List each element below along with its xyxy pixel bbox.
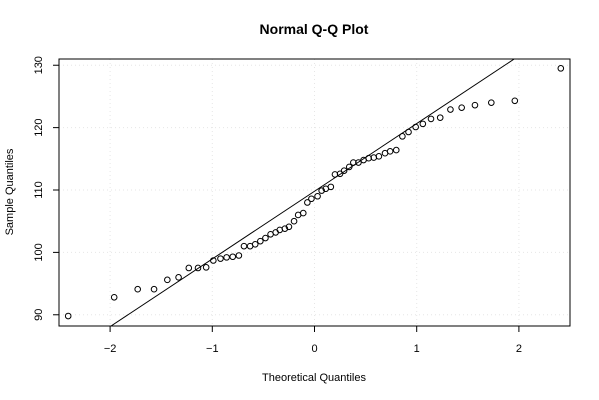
data-point xyxy=(210,257,217,264)
data-point xyxy=(412,123,419,131)
y-tick-label: 100 xyxy=(33,243,45,261)
x-tick-label: 2 xyxy=(516,343,522,355)
y-tick-label: 120 xyxy=(33,118,45,136)
data-point xyxy=(392,146,400,154)
data-point xyxy=(64,312,72,320)
x-axis: −2 −1 0 1 2 xyxy=(104,326,522,355)
data-point xyxy=(262,234,269,242)
x-tick-label: 0 xyxy=(311,343,317,355)
data-point xyxy=(399,133,406,140)
y-tick-label: 90 xyxy=(33,309,45,321)
x-tick-label: 1 xyxy=(414,343,420,355)
data-point xyxy=(386,148,394,155)
data-point xyxy=(447,106,454,113)
data-point xyxy=(281,225,289,232)
data-point xyxy=(488,99,495,106)
y-axis-label: Sample Quantiles xyxy=(4,148,16,235)
data-point xyxy=(164,276,171,284)
data-point xyxy=(110,294,118,301)
data-point xyxy=(150,285,158,293)
data-point xyxy=(257,237,264,245)
data-point xyxy=(318,187,325,194)
data-point xyxy=(511,97,519,105)
data-point xyxy=(223,254,230,261)
data-point xyxy=(308,195,315,203)
data-point xyxy=(290,217,298,225)
data-point xyxy=(304,199,311,206)
data-point xyxy=(340,167,348,174)
data-point xyxy=(185,264,193,272)
data-point xyxy=(375,153,383,160)
data-point xyxy=(336,170,344,178)
x-tick-label: −2 xyxy=(104,343,117,355)
data-point xyxy=(458,104,465,111)
data-point xyxy=(240,242,248,250)
data-point xyxy=(355,159,362,166)
data-point xyxy=(229,253,237,261)
data-point xyxy=(327,183,335,191)
data-point xyxy=(194,264,202,272)
data-point xyxy=(217,255,224,262)
data-point xyxy=(471,101,479,109)
data-point xyxy=(285,223,293,231)
reference-line-group xyxy=(110,58,515,327)
data-point xyxy=(436,114,444,121)
data-point xyxy=(427,115,435,123)
x-tick-label: −1 xyxy=(206,343,219,355)
reference-line xyxy=(110,58,515,327)
grid xyxy=(59,59,570,326)
data-point xyxy=(134,285,141,293)
data-point xyxy=(175,274,182,281)
y-axis: 90 100 110 120 130 xyxy=(33,56,59,321)
x-axis-label: Theoretical Quantiles xyxy=(262,372,366,384)
data-point xyxy=(405,128,412,136)
points xyxy=(64,65,565,320)
data-point xyxy=(557,65,565,72)
data-point xyxy=(419,120,427,128)
data-point xyxy=(235,252,243,259)
data-point xyxy=(251,240,259,248)
data-point xyxy=(345,163,353,171)
data-point xyxy=(299,209,307,217)
y-tick-label: 110 xyxy=(33,181,45,199)
data-point xyxy=(314,192,321,200)
chart-title: Normal Q-Q Plot xyxy=(260,21,369,37)
data-point xyxy=(202,264,210,271)
y-tick-label: 130 xyxy=(33,56,45,74)
